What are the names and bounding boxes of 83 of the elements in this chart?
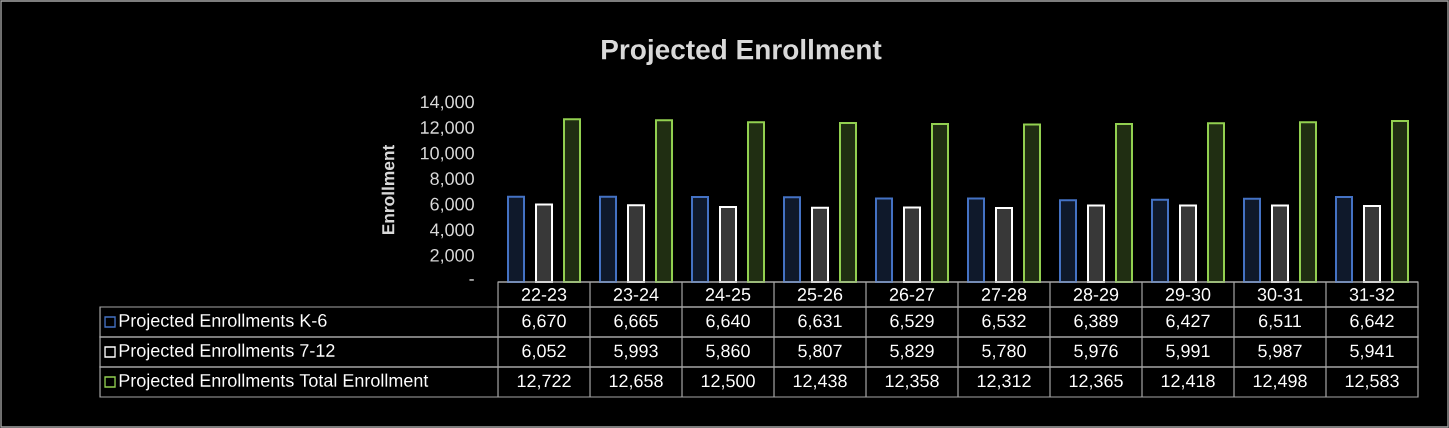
x-tick-label: 25-26 [797, 288, 843, 301]
bar [903, 206, 922, 283]
y-tick-label: 10,000 [420, 146, 474, 162]
bar [1207, 122, 1225, 283]
data-label: 12,500 [701, 374, 755, 390]
x-tick-label: 23-24 [613, 288, 659, 301]
data-label: 6,052 [522, 344, 566, 360]
x-tick-label: 27-28 [981, 288, 1027, 301]
y-tick-label: 12,000 [420, 121, 474, 136]
bar [535, 203, 554, 283]
data-label: 12,358 [885, 374, 939, 390]
data-label: 12,722 [517, 374, 571, 390]
bar [783, 196, 802, 283]
legend-label: Projected Enrollments Total Enrollment [119, 373, 429, 391]
bar [1059, 199, 1077, 283]
bar [507, 195, 526, 283]
bar [563, 118, 582, 283]
bar [1391, 120, 1409, 283]
legend-label: Projected Enrollments K-6 [119, 313, 327, 331]
bar [931, 122, 950, 283]
x-tick-label: 29-30 [1165, 288, 1211, 301]
bar [1179, 204, 1197, 283]
bar [655, 119, 674, 283]
data-label: 6,631 [798, 314, 842, 330]
data-label: 12,498 [1253, 374, 1307, 390]
bar [1115, 122, 1133, 283]
bar [1243, 197, 1261, 283]
data-label: 5,780 [982, 344, 1026, 360]
data-label: 12,365 [1069, 374, 1123, 390]
data-label: 6,532 [982, 314, 1026, 330]
data-label: 6,529 [890, 314, 934, 330]
x-tick-label: 26-27 [889, 288, 935, 301]
bar [967, 197, 986, 283]
data-label: 6,670 [522, 314, 566, 330]
y-tick-label: 14,000 [420, 95, 474, 111]
data-label: 5,829 [890, 344, 934, 360]
data-label: 6,640 [706, 314, 750, 330]
bar [1151, 198, 1169, 283]
data-label: 5,991 [1166, 344, 1210, 360]
bar [1335, 196, 1353, 283]
data-label: 12,312 [977, 374, 1031, 390]
data-label: 5,976 [1074, 344, 1118, 360]
data-label: 12,658 [609, 374, 663, 390]
data-label: 5,993 [614, 344, 658, 360]
y-axis-title: Enrollment [381, 144, 395, 235]
bar [811, 206, 830, 283]
bar [995, 207, 1014, 283]
data-label: 5,807 [798, 344, 842, 360]
x-tick-label: 28-29 [1073, 288, 1119, 301]
bar [839, 121, 858, 283]
data-label: 6,665 [614, 314, 658, 330]
y-tick-label: 2,000 [430, 248, 474, 264]
data-label: 6,389 [1074, 314, 1118, 330]
data-label: 5,987 [1258, 344, 1302, 360]
data-label: 12,583 [1345, 374, 1399, 390]
data-label: 6,642 [1350, 314, 1394, 330]
bar [627, 204, 646, 283]
bar [691, 196, 710, 283]
y-tick-label: 6,000 [430, 197, 474, 213]
bar [1087, 204, 1105, 283]
data-label: 12,438 [793, 374, 847, 390]
x-tick-label: 22-23 [521, 288, 567, 301]
data-label: 5,860 [706, 344, 750, 360]
bar [719, 206, 738, 283]
x-tick-label: 24-25 [705, 288, 751, 301]
data-label: 5,941 [1350, 344, 1394, 360]
x-tick-label: 30-31 [1257, 288, 1303, 301]
data-label: 6,427 [1166, 314, 1210, 330]
bar [875, 197, 894, 283]
legend-label: Projected Enrollments 7-12 [119, 343, 335, 361]
y-tick-label: 4,000 [430, 223, 474, 239]
bar [1271, 204, 1289, 283]
chart-title: Projected Enrollment [602, 38, 882, 66]
data-label: 6,511 [1259, 314, 1301, 330]
bar [1299, 121, 1317, 283]
x-tick-label: 31-32 [1349, 288, 1395, 301]
bar [599, 195, 618, 283]
data-label: 12,418 [1161, 374, 1215, 390]
bar [1363, 205, 1381, 283]
y-tick-label: - [469, 279, 474, 281]
y-tick-label: 8,000 [430, 172, 474, 188]
bar [1023, 123, 1041, 283]
bar [747, 121, 766, 283]
